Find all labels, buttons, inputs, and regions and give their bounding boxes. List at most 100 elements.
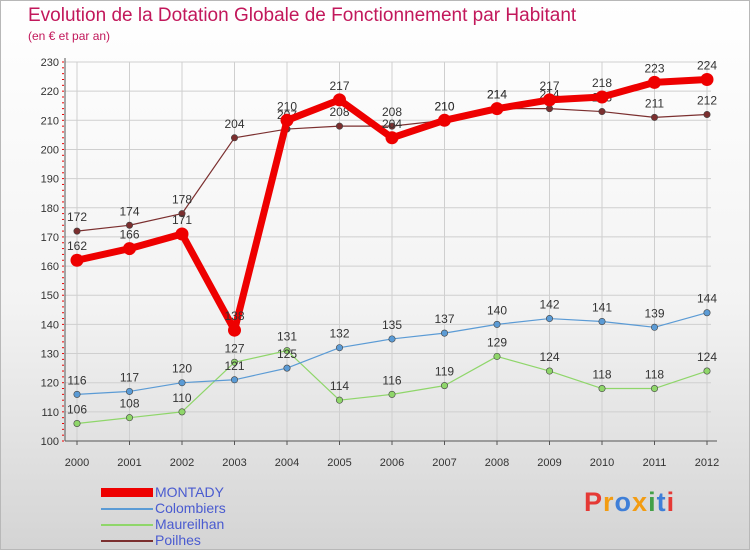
data-point-maureilhan xyxy=(545,367,553,375)
data-label-montady: 162 xyxy=(67,239,87,253)
data-label-montady: 218 xyxy=(592,76,612,90)
data-point-colombiers xyxy=(231,376,239,384)
data-point-montady xyxy=(648,75,661,89)
data-point-montady xyxy=(700,72,714,86)
data-point-montady xyxy=(228,323,241,337)
data-label-colombiers: 139 xyxy=(644,306,664,320)
x-tick-label: 2007 xyxy=(432,457,456,469)
legend-swatch xyxy=(101,508,153,510)
data-point-maureilhan xyxy=(703,367,711,375)
data-point-montady xyxy=(595,90,609,104)
x-tick-label: 2004 xyxy=(275,457,299,469)
data-point-montady xyxy=(280,113,294,127)
data-label-colombiers: 120 xyxy=(172,362,192,376)
data-label-poilhes: 178 xyxy=(172,193,192,207)
x-tick-label: 2003 xyxy=(222,457,246,469)
data-label-maureilhan: 114 xyxy=(330,379,349,393)
data-point-montady xyxy=(543,93,556,107)
data-label-maureilhan: 118 xyxy=(645,368,664,382)
data-point-colombiers xyxy=(388,335,396,343)
y-tick-label: 190 xyxy=(41,174,59,186)
data-label-montady: 224 xyxy=(697,58,717,72)
y-tick-label: 170 xyxy=(41,232,59,244)
data-point-poilhes xyxy=(703,110,711,118)
data-point-colombiers xyxy=(545,315,553,323)
data-point-montady xyxy=(333,93,346,107)
legend-label: MONTADY xyxy=(155,484,224,500)
y-tick-label: 180 xyxy=(41,203,59,215)
data-point-poilhes xyxy=(650,113,658,121)
data-point-maureilhan xyxy=(231,358,239,366)
legend-label: Colombiers xyxy=(155,500,226,516)
data-label-montady: 217 xyxy=(539,79,559,93)
data-point-montady xyxy=(70,253,84,267)
y-tick-label: 220 xyxy=(41,86,59,98)
data-point-montady xyxy=(123,242,136,256)
data-label-poilhes: 211 xyxy=(645,96,664,110)
data-point-poilhes xyxy=(545,105,553,113)
data-point-colombiers xyxy=(440,329,448,337)
data-label-montady: 223 xyxy=(644,61,664,75)
logo-letter: i xyxy=(648,487,657,517)
y-tick-label: 130 xyxy=(41,349,59,361)
data-label-colombiers: 132 xyxy=(329,327,349,341)
data-label-colombiers: 142 xyxy=(539,298,559,312)
data-point-colombiers xyxy=(283,364,291,372)
data-label-poilhes: 204 xyxy=(224,117,244,131)
data-point-maureilhan xyxy=(178,408,186,416)
x-tick-label: 2001 xyxy=(117,457,141,469)
data-point-colombiers xyxy=(598,317,606,325)
data-label-maureilhan: 124 xyxy=(697,350,717,364)
data-label-maureilhan: 116 xyxy=(382,373,401,387)
y-tick-label: 230 xyxy=(41,57,59,69)
series-colombiers: 116 117 120 121 125 132 135 137 140 142 141 139 144 xyxy=(67,292,717,398)
data-label-colombiers: 125 xyxy=(277,347,297,361)
data-label-montady: 138 xyxy=(224,309,244,323)
proxiti-logo: Proxiti xyxy=(584,487,675,518)
data-point-maureilhan xyxy=(650,385,658,393)
data-label-montady: 217 xyxy=(329,79,349,93)
series-maureilhan: 106 108 110 127 131 114 116 119 129 124 118 118 124 xyxy=(67,330,717,428)
data-point-maureilhan xyxy=(388,390,396,398)
data-label-colombiers: 116 xyxy=(67,373,86,387)
data-label-maureilhan: 131 xyxy=(277,330,297,344)
data-label-poilhes: 174 xyxy=(119,204,139,218)
data-point-maureilhan xyxy=(598,385,606,393)
logo-letter: i xyxy=(666,487,676,517)
data-point-maureilhan xyxy=(335,396,343,404)
y-tick-label: 210 xyxy=(41,115,59,127)
data-label-montady: 204 xyxy=(382,117,402,131)
data-label-poilhes: 208 xyxy=(382,105,402,119)
logo-letter: x xyxy=(632,487,649,517)
x-tick-label: 2008 xyxy=(485,457,509,469)
series-montady: 162 166 171 138 210 217 204 210 214 217 218 223 224 xyxy=(67,58,717,337)
x-tick-label: 2006 xyxy=(380,457,404,469)
data-point-colombiers xyxy=(73,390,81,398)
data-point-colombiers xyxy=(126,387,134,395)
data-label-poilhes: 214 xyxy=(487,88,507,102)
data-label-colombiers: 140 xyxy=(487,303,507,317)
data-label-maureilhan: 106 xyxy=(67,403,87,417)
data-label-maureilhan: 108 xyxy=(119,397,139,411)
data-point-poilhes xyxy=(335,122,343,130)
legend-swatch xyxy=(101,488,153,497)
data-point-colombiers xyxy=(493,320,501,328)
data-point-maureilhan xyxy=(440,382,448,390)
data-label-poilhes: 172 xyxy=(67,210,87,224)
legend-swatch xyxy=(101,524,153,526)
data-point-colombiers xyxy=(335,344,343,352)
data-label-maureilhan: 119 xyxy=(435,365,454,379)
data-label-maureilhan: 118 xyxy=(592,368,611,382)
y-tick-label: 100 xyxy=(41,436,59,448)
legend-swatch xyxy=(101,540,153,542)
logo-letter: r xyxy=(603,487,615,517)
data-label-colombiers: 135 xyxy=(382,318,402,332)
data-label-colombiers: 144 xyxy=(697,292,717,306)
data-point-montady xyxy=(490,102,504,116)
data-point-colombiers xyxy=(178,379,186,387)
data-label-poilhes: 212 xyxy=(697,93,717,107)
data-point-poilhes xyxy=(231,134,239,142)
data-label-poilhes: 208 xyxy=(329,105,349,119)
